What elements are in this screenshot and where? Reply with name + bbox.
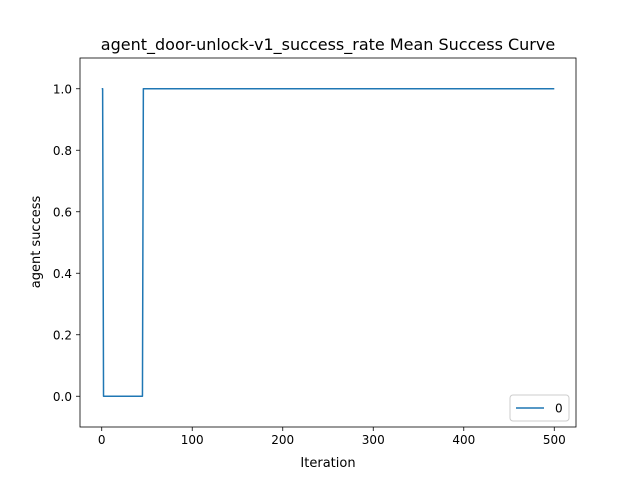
x-tick-label: 400 xyxy=(452,433,475,447)
x-tick-label: 200 xyxy=(271,433,294,447)
y-tick-label: 0.0 xyxy=(53,390,72,404)
x-tick-label: 300 xyxy=(362,433,385,447)
axes: 0 100 200 300 400 500 0.0 0.2 0.4 0.6 0.8 1.0 xyxy=(53,57,577,447)
x-tick-label: 100 xyxy=(181,433,204,447)
x-tick-label: 500 xyxy=(543,433,566,447)
y-tick-label: 0.8 xyxy=(53,144,72,158)
x-tick-label: 0 xyxy=(98,433,106,447)
y-tick-label: 0.4 xyxy=(53,267,72,281)
y-axis-label: agent success xyxy=(29,196,44,289)
legend-label: 0 xyxy=(555,402,563,416)
x-axis-label: Iteration xyxy=(300,456,355,471)
axes-frame xyxy=(79,57,577,428)
y-tick-label: 0.2 xyxy=(53,328,72,342)
series-line-0 xyxy=(101,88,555,397)
y-tick-label: 1.0 xyxy=(53,82,72,96)
chart-title: agent_door-unlock-v1_success_rate Mean S… xyxy=(101,35,555,55)
plot-area xyxy=(101,88,555,397)
legend: 0 xyxy=(509,394,570,422)
y-tick-label: 0.6 xyxy=(53,205,72,219)
